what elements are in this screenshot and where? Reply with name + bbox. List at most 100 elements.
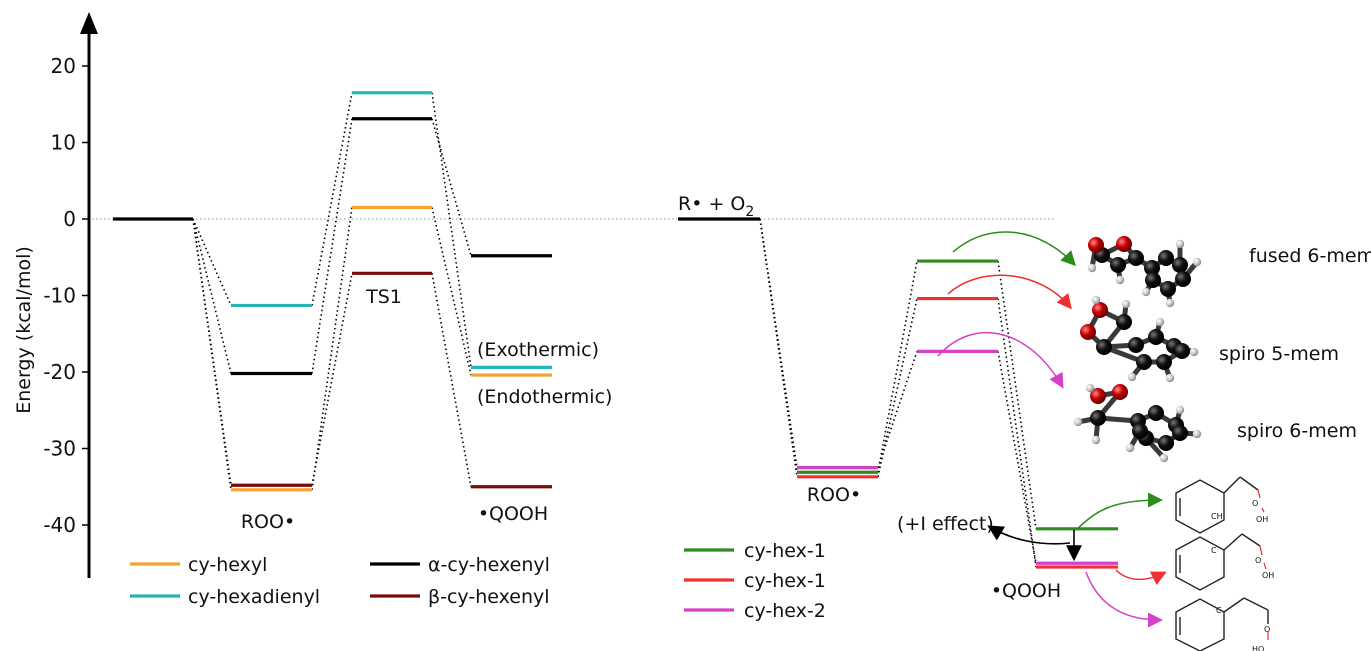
- carbon-atom: [1158, 435, 1174, 451]
- carbon-atom: [1172, 425, 1188, 441]
- hydrogen-atom: [1165, 373, 1175, 383]
- legend-label: cy-hex-1: [744, 540, 826, 562]
- legend-left: cy-hexyl cy-hexadienyl α-cy-hexenyl β-cy-he…: [130, 554, 550, 608]
- connector-beta-cy-hexenyl: [431, 273, 472, 487]
- exothermic-label: (Exothermic): [477, 339, 599, 361]
- i-effect-label: (+I effect): [897, 513, 994, 535]
- arrow-pink-to-spiro6: [937, 332, 1064, 389]
- radical-c-label: C: [1211, 546, 1217, 555]
- hydrogen-atom: [1175, 405, 1185, 415]
- hydrogen-atom: [1073, 417, 1083, 427]
- y-tick-label: -30: [43, 437, 76, 461]
- oxygen-label: O: [1255, 556, 1261, 565]
- spiro-6-mem-label: spiro 6-mem: [1237, 420, 1357, 442]
- radical-ch-label: CH: [1211, 512, 1223, 521]
- arrow-red-to-structure2: [1115, 569, 1167, 586]
- y-tick-label: 20: [51, 54, 76, 78]
- arrow-pink-to-structure3: [1085, 571, 1163, 628]
- reactants-label: R• + O2: [678, 193, 754, 220]
- y-tick-label: -20: [43, 360, 76, 384]
- spiro-5-mem-molecule: [1080, 295, 1199, 383]
- oxygen-atom: [1088, 237, 1104, 253]
- hydrogen-atom: [1125, 443, 1135, 453]
- connector-cy-hexadienyl: [192, 218, 232, 306]
- qooh-structure-2: O OH C: [1175, 533, 1274, 591]
- carbon-atom: [1144, 260, 1160, 276]
- connector-cy-hex-1-red: [877, 298, 918, 477]
- energy-levels: [113, 91, 1118, 569]
- hydroxyl-label: OH: [1256, 515, 1268, 524]
- oxygen-atom: [1090, 388, 1106, 404]
- arrow-red-to-spiro5: [947, 274, 1072, 310]
- carbon-atom: [1158, 250, 1174, 266]
- connectors: [192, 92, 1037, 568]
- hydrogen-atom: [1091, 435, 1101, 445]
- carbon-atom: [1160, 281, 1176, 297]
- hydrogen-atom: [1175, 239, 1185, 249]
- radical-c-label: C: [1216, 606, 1222, 615]
- y-axis: 20 10 0 -10 -20 -30 -40: [43, 12, 98, 578]
- endothermic-label: (Endothermic): [477, 386, 612, 408]
- hydrogen-atom: [1189, 347, 1199, 357]
- connector-cy-hexadienyl: [431, 92, 472, 368]
- carbon-atom: [1148, 329, 1164, 345]
- qooh-right-label: •QOOH: [991, 580, 1061, 602]
- carbon-atom: [1128, 250, 1144, 266]
- hydrogen-atom: [1141, 287, 1151, 297]
- connector-cy-hex-1-green: [877, 260, 918, 473]
- y-tick-label: -40: [43, 513, 76, 537]
- connector-cy-hex-1-red: [997, 298, 1037, 568]
- hydrogen-atom: [1121, 299, 1131, 309]
- carbon-atom: [1174, 343, 1190, 359]
- carbon-atom: [1145, 272, 1161, 288]
- hydrogen-atom: [1155, 317, 1165, 327]
- hydroxyl-label: HO: [1252, 645, 1264, 651]
- qooh-structure-3: O HO C: [1175, 597, 1270, 651]
- hydrogen-atom: [1127, 372, 1137, 382]
- carbon-atom: [1116, 314, 1132, 330]
- oxygen-label: O: [1252, 499, 1258, 508]
- y-tick-label: 10: [51, 131, 76, 155]
- carbon-atom: [1096, 339, 1112, 355]
- carbon-atom: [1110, 257, 1126, 273]
- carbon-atom: [1136, 354, 1152, 370]
- legend-label: α-cy-hexenyl: [428, 554, 550, 576]
- i-effect-arrow: [987, 525, 1071, 545]
- connector-cy-hex-1-red: [759, 218, 798, 477]
- y-axis-label: Energy (kcal/mol): [13, 246, 35, 414]
- spiro-6-mem-molecule: [1073, 383, 1202, 463]
- legend-label: cy-hexyl: [188, 554, 267, 576]
- connector-cy-hexyl: [431, 207, 472, 376]
- legend-label: cy-hex-2: [744, 600, 826, 622]
- hydrogen-atom: [1087, 263, 1097, 273]
- carbon-atom: [1148, 405, 1164, 421]
- hydrogen-atom: [1085, 383, 1095, 393]
- legend-label: cy-hex-1: [744, 570, 826, 592]
- connector-beta-cy-hexenyl: [192, 218, 232, 486]
- connector-alpha-cy-hexenyl: [192, 218, 232, 374]
- connector-cy-hex-1-green: [759, 218, 798, 473]
- ts1-label: TS1: [365, 286, 402, 308]
- y-tick-label: 0: [63, 207, 76, 231]
- roo-left-label: ROO•: [241, 511, 295, 533]
- oxygen-atom: [1116, 236, 1132, 252]
- hydrogen-atom: [1192, 429, 1202, 439]
- connector-alpha-cy-hexenyl: [311, 118, 353, 374]
- connector-cy-hex-2: [759, 218, 798, 468]
- hydrogen-atom: [1115, 275, 1125, 285]
- oxygen-atom: [1092, 302, 1108, 318]
- hydrogen-atom: [1091, 295, 1101, 305]
- axis-arrow-icon: [80, 12, 98, 34]
- hydrogen-atom: [1165, 298, 1175, 308]
- legend-right: cy-hex-1 cy-hex-1 cy-hex-2: [684, 540, 826, 622]
- carbon-atom: [1175, 271, 1191, 287]
- qooh-structure-1: O OH CH: [1175, 476, 1268, 534]
- y-tick-label: -10: [43, 284, 76, 308]
- spiro-5-mem-label: spiro 5-mem: [1219, 343, 1339, 365]
- legend-label: cy-hexadienyl: [188, 586, 320, 608]
- connector-beta-cy-hexenyl: [311, 273, 353, 486]
- carbon-atom: [1090, 410, 1106, 426]
- oxygen-atom: [1080, 324, 1096, 340]
- legend-label: β-cy-hexenyl: [428, 586, 550, 608]
